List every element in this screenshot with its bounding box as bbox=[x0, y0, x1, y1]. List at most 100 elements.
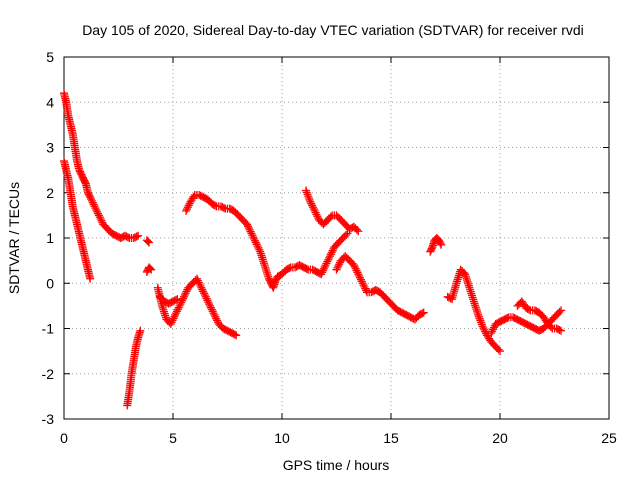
data-point-marker bbox=[323, 257, 332, 266]
data-point-marker bbox=[192, 274, 201, 283]
data-point-marker bbox=[93, 207, 102, 216]
data-point-marker bbox=[195, 280, 204, 289]
data-point-marker bbox=[202, 294, 211, 303]
data-point-marker bbox=[496, 347, 504, 356]
data-point-marker bbox=[476, 316, 485, 325]
data-point-marker bbox=[89, 200, 98, 209]
data-point-marker bbox=[305, 195, 314, 204]
data-point-marker bbox=[248, 231, 257, 240]
data-point-marker bbox=[320, 262, 329, 271]
data-point-marker bbox=[86, 274, 95, 283]
data-point-marker bbox=[503, 313, 512, 322]
y-axis-label: SDTVAR / TECUs bbox=[6, 182, 22, 294]
data-point-marker bbox=[208, 307, 217, 316]
data-point-marker bbox=[557, 306, 566, 315]
data-point-marker bbox=[211, 201, 220, 210]
data-point-marker bbox=[437, 240, 446, 249]
data-point-marker bbox=[92, 205, 101, 214]
data-point-marker bbox=[182, 205, 191, 214]
data-point-marker bbox=[353, 268, 362, 277]
data-point-marker bbox=[203, 296, 212, 305]
data-point-marker bbox=[310, 206, 319, 215]
data-point-marker bbox=[324, 255, 333, 264]
data-point-marker bbox=[193, 276, 202, 285]
x-tick-label: 25 bbox=[601, 430, 617, 446]
data-point-marker bbox=[201, 292, 210, 301]
data-point-marker bbox=[480, 325, 489, 334]
data-point-marker bbox=[81, 178, 90, 187]
data-point-marker bbox=[474, 310, 483, 319]
data-point-marker bbox=[250, 234, 259, 243]
data-point-marker bbox=[358, 279, 367, 288]
data-point-marker bbox=[317, 270, 326, 279]
data-point-marker bbox=[212, 314, 221, 323]
data-point-marker bbox=[219, 203, 228, 212]
data-point-marker bbox=[360, 282, 369, 291]
data-point-marker bbox=[247, 229, 256, 238]
data-point-marker bbox=[246, 227, 255, 236]
data-point-marker bbox=[356, 273, 365, 282]
data-point-marker bbox=[306, 197, 315, 206]
data-point-marker bbox=[85, 191, 94, 200]
data-point-marker bbox=[475, 314, 484, 323]
data-point-marker bbox=[166, 319, 175, 328]
data-point-marker bbox=[197, 283, 206, 292]
data-point-marker bbox=[183, 203, 192, 212]
x-tick-label: 20 bbox=[492, 430, 508, 446]
data-point-marker bbox=[308, 203, 317, 212]
data-point-marker bbox=[334, 262, 343, 271]
x-tick-label: 10 bbox=[274, 430, 290, 446]
data-point-marker bbox=[145, 238, 154, 247]
data-point-marker bbox=[313, 212, 322, 221]
data-point-marker bbox=[207, 305, 216, 314]
data-point-marker bbox=[147, 265, 156, 274]
data-point-marker bbox=[349, 261, 358, 270]
data-point-marker bbox=[333, 263, 342, 272]
data-point-marker bbox=[146, 264, 155, 273]
data-point-marker bbox=[351, 264, 360, 273]
data-point-marker bbox=[185, 199, 194, 208]
data-point-marker bbox=[251, 238, 260, 247]
data-point-marker bbox=[143, 237, 152, 246]
data-point-marker bbox=[488, 327, 497, 336]
data-point-marker bbox=[136, 326, 145, 335]
data-point-marker bbox=[301, 186, 310, 195]
data-point-marker bbox=[303, 190, 312, 199]
data-point-marker bbox=[167, 318, 176, 327]
data-point-marker bbox=[180, 291, 189, 300]
y-tick-label: -3 bbox=[42, 411, 55, 427]
data-point-marker bbox=[350, 262, 359, 271]
y-tick-label: 0 bbox=[46, 275, 54, 291]
data-point-marker bbox=[96, 214, 105, 223]
x-tick-label: 5 bbox=[169, 430, 177, 446]
data-point-marker bbox=[172, 309, 181, 318]
data-point-marker bbox=[184, 201, 193, 210]
data-point-marker bbox=[525, 305, 534, 314]
data-point-marker bbox=[555, 307, 564, 316]
data-point-marker bbox=[341, 230, 350, 239]
data-point-marker bbox=[134, 231, 143, 240]
data-point-marker bbox=[176, 300, 185, 309]
data-point-marker bbox=[474, 312, 483, 321]
data-point-marker bbox=[173, 295, 182, 304]
data-point-marker bbox=[88, 198, 97, 207]
data-point-marker bbox=[326, 212, 335, 221]
data-point-marker bbox=[494, 345, 503, 354]
data-point-marker bbox=[86, 193, 95, 202]
data-point-marker bbox=[250, 236, 259, 245]
data-point-marker bbox=[179, 292, 188, 301]
data-point-marker bbox=[302, 264, 311, 273]
data-point-marker bbox=[325, 252, 334, 261]
data-point-marker bbox=[209, 309, 218, 318]
data-point-marker bbox=[311, 208, 320, 217]
data-point-marker bbox=[94, 211, 103, 220]
data-point-marker bbox=[123, 233, 132, 242]
data-point-marker bbox=[87, 196, 96, 205]
x-axis-label: GPS time / hours bbox=[283, 457, 390, 473]
y-tick-label: 4 bbox=[46, 94, 54, 110]
data-point-marker bbox=[91, 204, 100, 213]
data-point-marker bbox=[170, 312, 179, 321]
data-point-marker bbox=[206, 301, 215, 310]
data-point-marker bbox=[354, 227, 363, 236]
